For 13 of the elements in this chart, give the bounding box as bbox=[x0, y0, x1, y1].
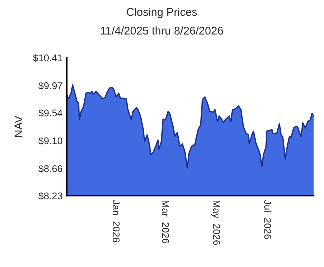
chart-title: Closing Prices bbox=[127, 8, 198, 18]
x-tick-label: May 2026 bbox=[212, 200, 220, 246]
y-tick-label: $10.41 bbox=[33, 54, 62, 62]
y-tick-label: $9.54 bbox=[38, 109, 63, 118]
x-tick-label: Mar 2026 bbox=[162, 200, 170, 244]
y-tick-label: $8.23 bbox=[38, 192, 62, 200]
y-tick-label: $9.10 bbox=[38, 137, 63, 146]
x-tick-label: Jul 2026 bbox=[264, 200, 272, 240]
chart-subtitle: 11/4/2025 thru 8/26/2026 bbox=[101, 26, 224, 35]
y-tick-label: $8.66 bbox=[38, 165, 62, 173]
y-axis-title: NAV bbox=[14, 116, 23, 138]
y-tick-label: $9.97 bbox=[38, 82, 62, 90]
x-tick-label: Jan 2026 bbox=[113, 200, 120, 242]
